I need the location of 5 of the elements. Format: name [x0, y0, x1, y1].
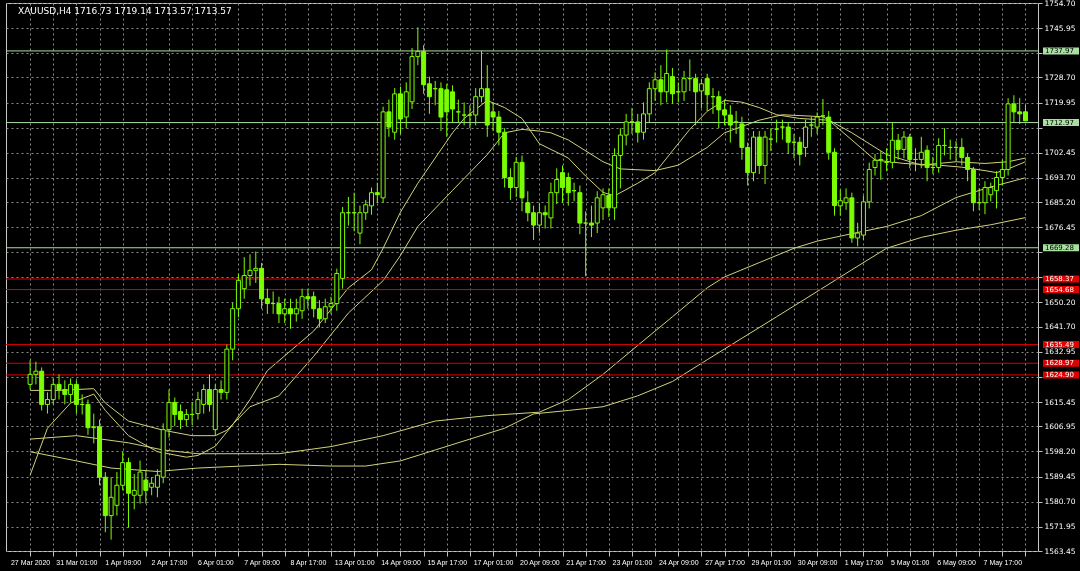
chart-title: XAUUSD,H4 1716.73 1719.14 1713.57 1713.57 [18, 6, 232, 16]
candlestick [461, 101, 467, 126]
candlestick [455, 99, 461, 123]
candlestick [779, 119, 785, 141]
candlestick [774, 119, 780, 144]
